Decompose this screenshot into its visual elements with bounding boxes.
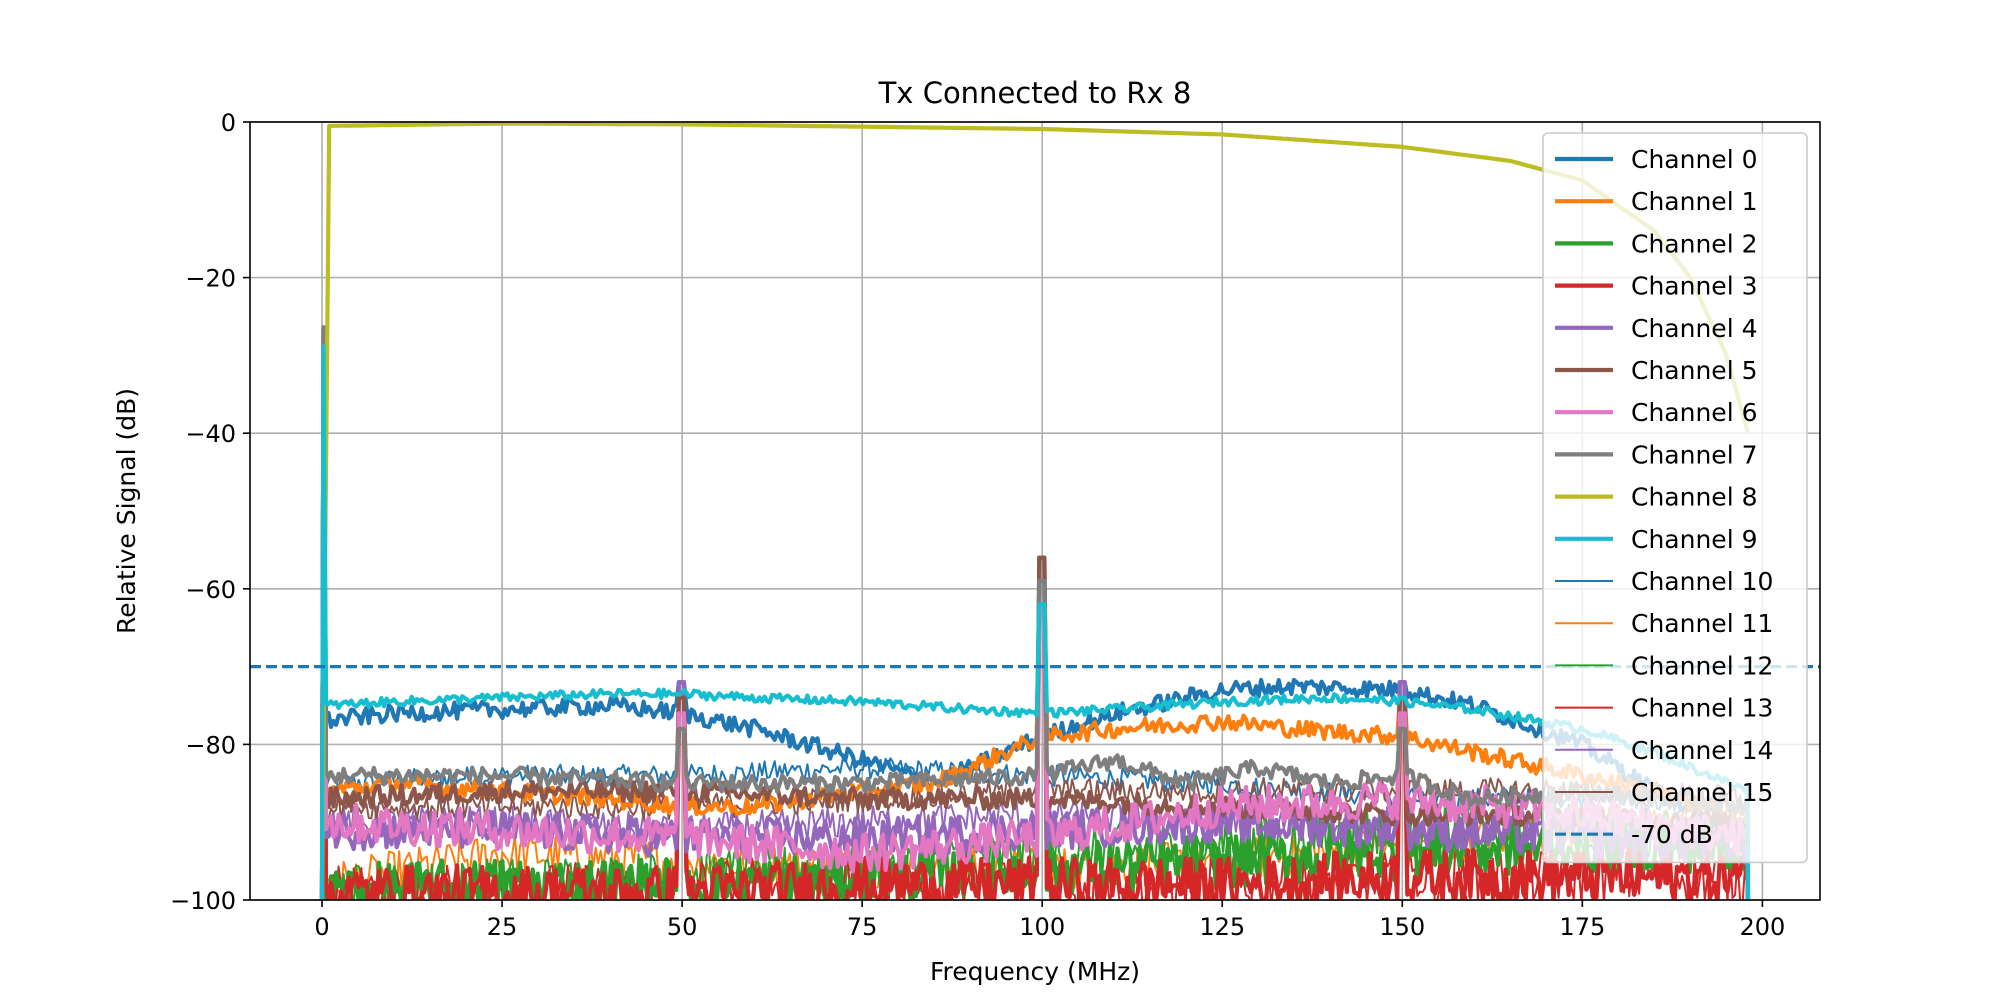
- legend-entry-label: Channel 8: [1631, 483, 1758, 512]
- chart-title: Tx Connected to Rx 8: [878, 76, 1192, 110]
- x-tick-label: 25: [487, 913, 518, 941]
- legend-entry-label: Channel 7: [1631, 440, 1758, 469]
- legend-entry-label: Channel 11: [1631, 609, 1773, 638]
- y-tick-label: −60: [185, 576, 236, 604]
- legend-entry-label: Channel 10: [1631, 567, 1773, 596]
- legend-entry-label: Channel 0: [1631, 145, 1758, 174]
- x-tick-label: 50: [667, 913, 698, 941]
- legend-entry-label: Channel 9: [1631, 525, 1758, 554]
- x-tick-label: 125: [1199, 913, 1245, 941]
- legend-entry-label: Channel 3: [1631, 272, 1758, 301]
- legend-entry-label: Channel 5: [1631, 356, 1758, 385]
- tick-layer: 0 25 50 75 100 125 150 175 200 0 −20 −40 −60 −80 −100: [170, 109, 1785, 941]
- legend-entry-label: Channel 12: [1631, 651, 1773, 680]
- x-tick-label: 200: [1739, 913, 1785, 941]
- legend-entry-label: Channel 1: [1631, 187, 1758, 216]
- x-tick-label: 150: [1379, 913, 1425, 941]
- series-line: [319, 325, 1751, 900]
- legend-entry-label: Channel 2: [1631, 229, 1758, 258]
- legend-entry-label: Channel 6: [1631, 398, 1758, 427]
- legend-entry-label: Channel 4: [1631, 314, 1758, 343]
- legend-entry-label: Channel 14: [1631, 736, 1773, 765]
- series-line: [319, 122, 1751, 900]
- x-axis-label: Frequency (MHz): [930, 957, 1140, 986]
- plot-frame: [249, 121, 1821, 901]
- series-line: [319, 344, 1751, 900]
- x-tick-label: 100: [1019, 913, 1065, 941]
- legend-entry-label: Channel 15: [1631, 778, 1773, 807]
- legend-entry-label: Channel 13: [1631, 694, 1773, 723]
- y-tick-label: −80: [185, 731, 236, 759]
- y-tick-label: −40: [185, 420, 236, 448]
- y-tick-label: −100: [170, 887, 236, 915]
- legend-box: [1542, 132, 1808, 864]
- x-tick-label: 0: [314, 913, 329, 941]
- series-line: [319, 325, 1750, 900]
- x-tick-label: 75: [847, 913, 878, 941]
- y-axis-label: Relative Signal (dB): [112, 388, 141, 634]
- series-layer: [250, 122, 1820, 900]
- legend-entry-label: -70 dB: [1631, 820, 1713, 849]
- y-tick-label: 0: [221, 109, 236, 137]
- y-tick-label: −20: [185, 265, 236, 293]
- legend: Channel 0 Channel 1 Channel 2 Channel 3 Chan…: [1542, 132, 1808, 864]
- x-tick-label: 175: [1559, 913, 1605, 941]
